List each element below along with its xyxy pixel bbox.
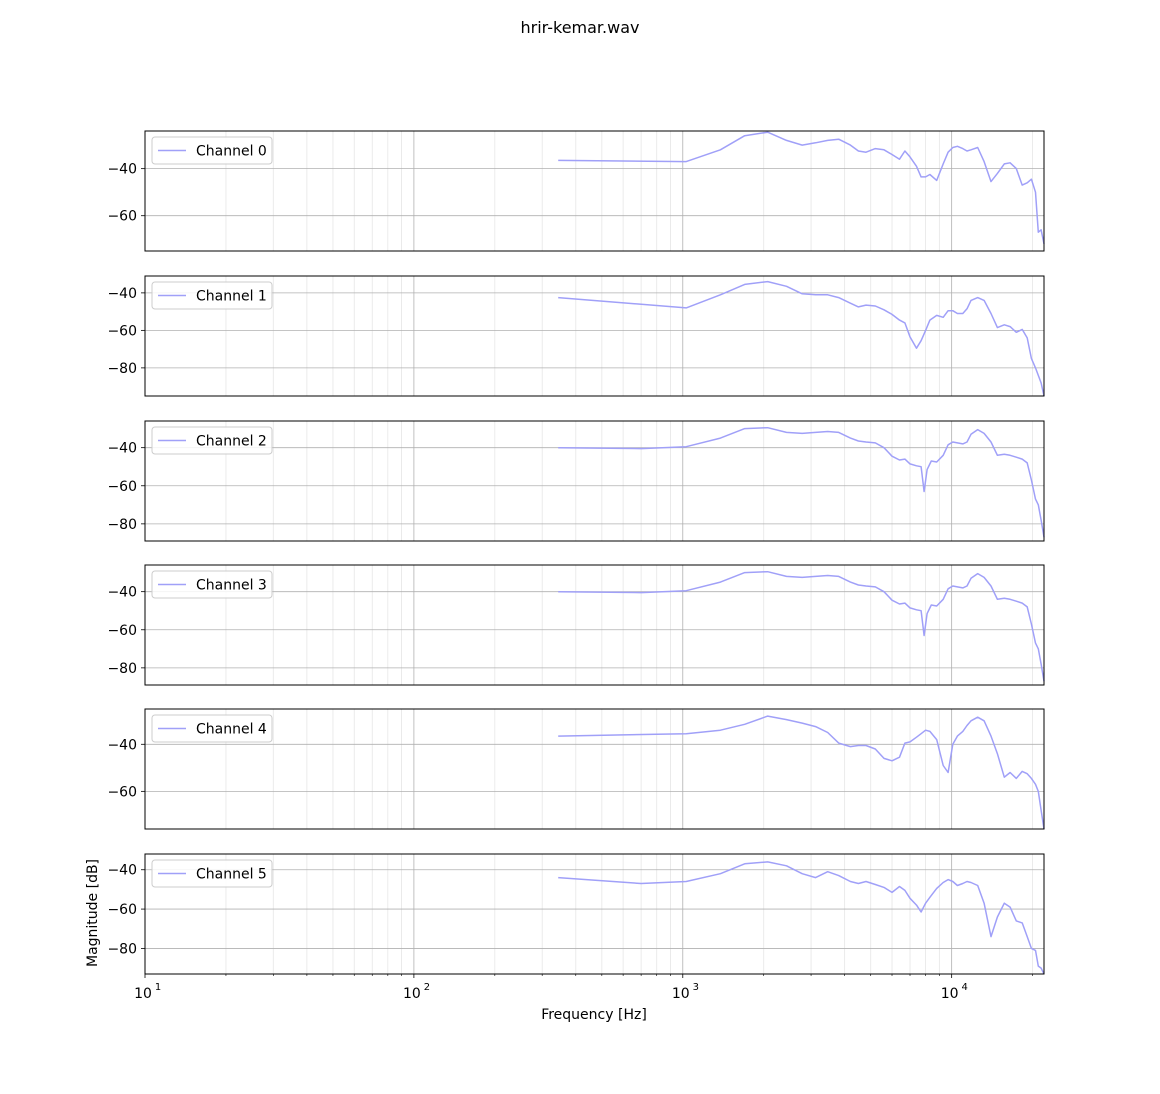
- y-tick-label: −40: [107, 441, 137, 457]
- legend-box: [151, 570, 273, 599]
- legend: Channel 5: [151, 859, 273, 888]
- x-axis-label: Frequency [Hz]: [541, 1007, 647, 1023]
- axes-frame: [144, 564, 1045, 686]
- legend-label: Channel 3: [196, 578, 267, 594]
- legend-label: Channel 1: [196, 289, 267, 305]
- subplot-channel-5: −40 −60 −80 Channel 5: [107, 853, 1045, 975]
- y-axis-label: Magnitude [dB]: [85, 859, 101, 967]
- y-tick-label: −40: [107, 863, 137, 879]
- series-line-channel-1: [558, 280, 1045, 397]
- series-line-channel-5: [558, 861, 1045, 975]
- y-tick-label: −60: [107, 784, 137, 800]
- legend-box: [151, 426, 273, 455]
- axes-frame: [144, 420, 1045, 542]
- series-line-channel-2: [558, 426, 1045, 538]
- legend-box: [151, 136, 273, 165]
- axes-frame: [144, 130, 1045, 252]
- x-tick-label: 10: [941, 986, 959, 1002]
- legend-label: Channel 0: [196, 144, 267, 160]
- x-tick-exponent: 4: [961, 982, 967, 993]
- legend-label: Channel 4: [196, 722, 267, 738]
- x-tick-label: 10: [672, 986, 690, 1002]
- legend: Channel 1: [151, 281, 273, 310]
- legend: Channel 2: [151, 426, 273, 455]
- legend: Channel 4: [151, 714, 273, 743]
- shared-x-axis: 10 1 10 2 10 3 10 4: [134, 974, 1033, 1002]
- y-tick-label: −40: [107, 286, 137, 302]
- legend: Channel 0: [151, 136, 273, 165]
- series-line-channel-0: [558, 131, 1045, 245]
- y-tick-label: −80: [107, 941, 137, 957]
- legend-box: [151, 281, 273, 310]
- axes-frame: [144, 275, 1045, 397]
- legend-box: [151, 859, 273, 888]
- y-tick-label: −40: [107, 585, 137, 601]
- figure-title: hrir-kemar.wav: [520, 18, 640, 37]
- legend-label: Channel 5: [196, 867, 267, 883]
- x-tick-label: 10: [134, 986, 152, 1002]
- series-line-channel-4: [558, 715, 1045, 830]
- legend-box: [151, 714, 273, 743]
- subplot-channel-4: −40 −60 Channel 4: [107, 708, 1045, 830]
- legend-label: Channel 2: [196, 434, 267, 450]
- legend: Channel 3: [151, 570, 273, 599]
- x-tick-exponent: 2: [424, 982, 430, 993]
- y-tick-label: −60: [107, 902, 137, 918]
- y-tick-label: −60: [107, 323, 137, 339]
- y-tick-label: −80: [107, 517, 137, 533]
- subplot-channel-2: −40 −60 −80 Channel 2: [107, 420, 1045, 542]
- y-tick-label: −60: [107, 209, 137, 225]
- y-tick-label: −40: [107, 737, 137, 753]
- subplot-channel-3: −40 −60 −80 Channel 3: [107, 564, 1045, 686]
- axes-frame: [144, 853, 1045, 975]
- x-tick-exponent: 3: [693, 982, 699, 993]
- y-tick-label: −80: [107, 361, 137, 377]
- y-tick-label: −40: [107, 162, 137, 178]
- x-tick-label: 10: [403, 986, 421, 1002]
- subplot-channel-0: −40 −60 Channel 0: [107, 130, 1045, 252]
- series-line-channel-3: [558, 570, 1045, 682]
- y-tick-label: −80: [107, 661, 137, 677]
- y-tick-label: −60: [107, 623, 137, 639]
- axes-frame: [144, 708, 1045, 830]
- y-tick-label: −60: [107, 479, 137, 495]
- subplot-channel-1: −40 −60 −80 Channel 1: [107, 275, 1045, 397]
- x-tick-exponent: 1: [155, 982, 161, 993]
